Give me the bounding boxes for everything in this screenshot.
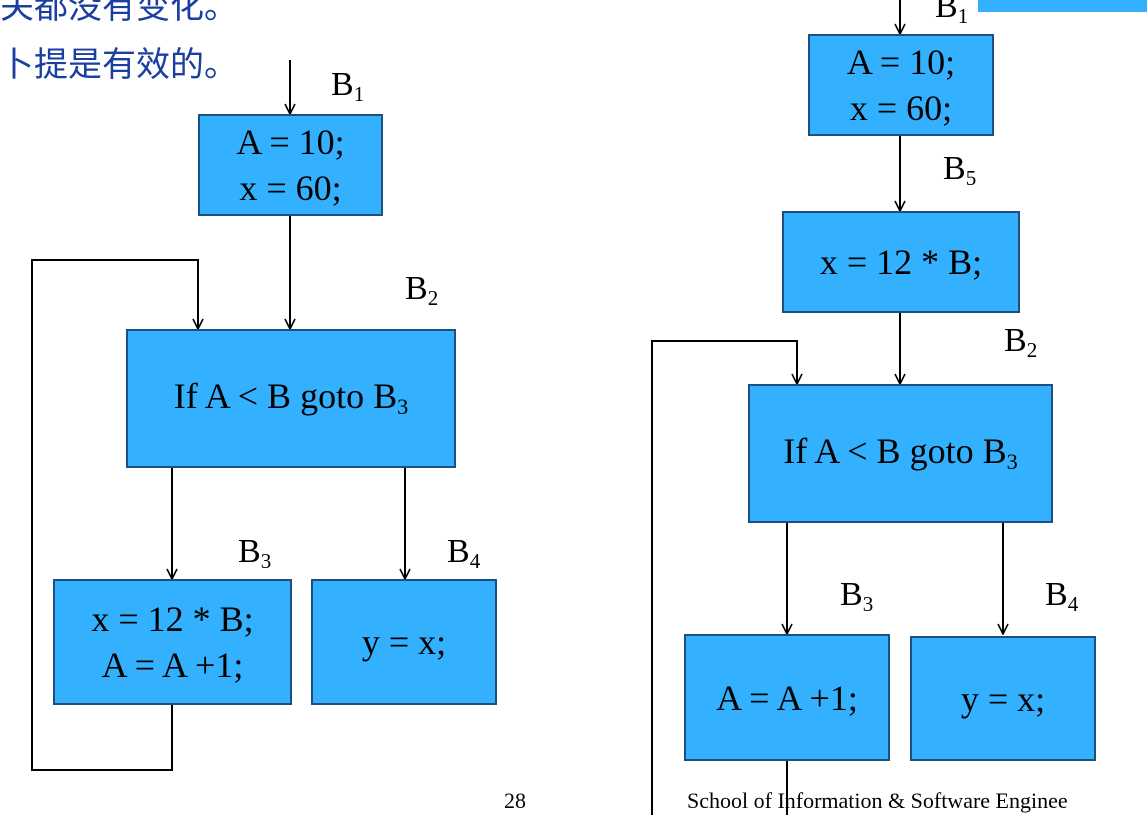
loop-edge-left	[31, 259, 198, 771]
block-b4-right: y = x;	[910, 636, 1096, 761]
block-label-b1-right: B1	[935, 0, 969, 28]
b3-line-1: x = 12 * B;	[91, 599, 254, 639]
block-b4-left: y = x;	[311, 579, 497, 705]
b1-line-2: x = 60;	[849, 88, 953, 128]
block-b1-right: A = 10; x = 60;	[808, 34, 994, 136]
b2-text: If A < B goto B3	[173, 376, 409, 420]
block-label-b2-right: B2	[1004, 322, 1038, 362]
b1-line-1: A = 10;	[236, 122, 345, 162]
b5-text: x = 12 * B;	[819, 242, 983, 282]
block-label-b1-left: B1	[331, 66, 365, 106]
corner-accent-bar	[978, 0, 1147, 12]
header-line-1: 关都没有变化。	[0, 0, 238, 27]
b1-line-1: A = 10;	[846, 42, 956, 82]
header-line-2: 卜提是有效的。	[0, 45, 238, 85]
b1-line-2: x = 60;	[239, 168, 342, 208]
block-label-b3-right: B3	[840, 576, 874, 616]
loop-edge-right	[651, 340, 797, 815]
block-label-b4-left: B4	[447, 533, 481, 573]
b2-text: If A < B goto B3	[783, 431, 1018, 475]
block-b2-right: If A < B goto B3	[748, 384, 1053, 523]
block-b1-left: A = 10; x = 60;	[198, 114, 383, 216]
block-label-b4-right: B4	[1045, 576, 1079, 616]
block-label-b2-left: B2	[405, 270, 439, 310]
block-b5-right: x = 12 * B;	[782, 211, 1020, 313]
b3-line-2: A = A +1;	[101, 645, 244, 685]
footer-school-name: School of Information & Software Enginee	[687, 788, 1068, 813]
b3-text: A = A +1;	[716, 677, 858, 718]
b4-text: y = x;	[361, 622, 447, 662]
block-label-b3-left: B3	[238, 533, 272, 573]
block-b3-right: A = A +1;	[684, 634, 890, 761]
block-b3-left: x = 12 * B; A = A +1;	[53, 579, 292, 705]
block-b2-left: If A < B goto B3	[126, 329, 456, 468]
b4-text: y = x;	[960, 678, 1046, 719]
page-number: 28	[504, 788, 526, 813]
block-label-b5-right: B5	[943, 150, 977, 190]
